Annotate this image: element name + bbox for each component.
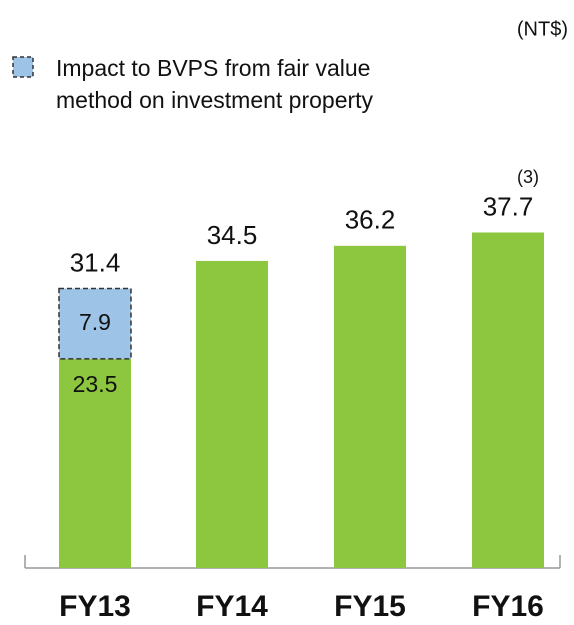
bar-segment bbox=[58, 287, 132, 360]
bar-segment bbox=[196, 260, 268, 568]
x-tick-label: FY16 bbox=[472, 590, 544, 623]
legend-swatch bbox=[12, 56, 34, 78]
segment-label: 23.5 bbox=[73, 371, 118, 397]
x-tick-label: FY15 bbox=[334, 590, 406, 623]
total-label: 34.5 bbox=[207, 220, 258, 250]
segment-label: 7.9 bbox=[79, 309, 111, 335]
bar-segment bbox=[59, 358, 131, 568]
bar-segment bbox=[334, 245, 406, 568]
legend-label: Impact to BVPS from fair value method on… bbox=[56, 55, 374, 113]
x-tick-label: FY13 bbox=[59, 590, 131, 623]
bar-segment bbox=[472, 232, 544, 568]
total-label: 36.2 bbox=[345, 205, 396, 235]
unit-label: (NT$) bbox=[517, 18, 568, 40]
x-tick-label: FY14 bbox=[196, 590, 268, 623]
annotation: (3) bbox=[517, 167, 539, 187]
total-label: 37.7 bbox=[483, 191, 534, 221]
total-label: 31.4 bbox=[70, 247, 121, 277]
